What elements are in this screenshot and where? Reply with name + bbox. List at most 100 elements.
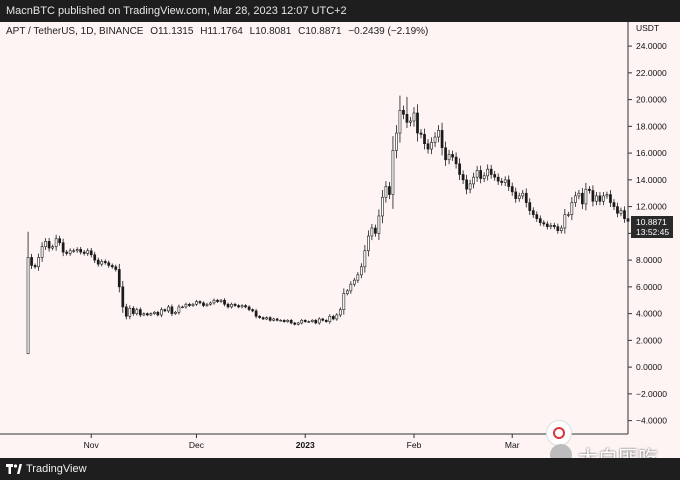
- candle-body: [598, 195, 602, 202]
- y-tick-label: 12.0000: [636, 202, 667, 212]
- candle-body: [128, 307, 132, 317]
- candle-body: [552, 225, 556, 227]
- candle-body: [514, 191, 518, 199]
- candle-body: [360, 266, 363, 276]
- candle-body: [184, 303, 188, 308]
- candle-body: [574, 195, 577, 203]
- x-tick-label: Dec: [189, 440, 205, 450]
- publish-header: MacnBTC published on TradingView.com, Ma…: [0, 0, 680, 22]
- candle-body: [517, 195, 521, 199]
- candle-body: [153, 311, 156, 314]
- candle-body: [100, 261, 104, 265]
- candle-body: [240, 305, 244, 308]
- legend-change: −0.2439 (−2.19%): [348, 26, 429, 37]
- candle-body: [44, 241, 47, 248]
- candle-body: [72, 250, 76, 252]
- candle-body: [244, 305, 247, 308]
- candle-body: [279, 319, 283, 322]
- candle-body: [145, 313, 149, 316]
- candle-body: [107, 262, 111, 266]
- candle-body: [468, 183, 472, 190]
- candle-body: [51, 246, 54, 249]
- candle-body: [61, 242, 65, 253]
- x-tick-label: Feb: [407, 440, 422, 450]
- legend-close: C10.8871: [298, 26, 342, 37]
- candle-body: [349, 283, 353, 292]
- x-axis-ticks: Nov Dec 2023 Feb Mar: [84, 434, 520, 450]
- x-tick-label: Mar: [505, 440, 520, 450]
- legend-open: O11.1315: [150, 26, 194, 37]
- candle-body: [170, 306, 174, 314]
- candle-body: [489, 168, 493, 175]
- candle-body: [195, 301, 198, 305]
- candle-body: [317, 318, 321, 324]
- candlestick-chart[interactable]: USDT 24.0000 22.0000 20.0000 18.0000 16.0000…: [0, 22, 680, 458]
- candle-body: [602, 195, 605, 202]
- candle-body: [549, 225, 553, 227]
- candle-body: [584, 188, 588, 205]
- candle-body: [370, 227, 374, 237]
- candle-body: [612, 202, 616, 207]
- candle-body: [65, 251, 69, 254]
- candle-body: [521, 192, 525, 197]
- y-tick-label: −4.0000: [636, 416, 667, 426]
- y-tick-label: 6.0000: [636, 282, 662, 292]
- candle-body: [282, 319, 286, 322]
- candle-body: [430, 142, 433, 150]
- candle-body: [209, 302, 212, 305]
- candle-body: [156, 311, 160, 316]
- candle-body: [198, 301, 202, 304]
- candle-body: [86, 250, 90, 254]
- candle-body: [440, 130, 444, 149]
- candle-body: [268, 317, 272, 321]
- y-tick-label: 4.0000: [636, 309, 662, 319]
- candle-body: [68, 250, 72, 254]
- y-tick-label: −2.0000: [636, 389, 667, 399]
- candle-body: [398, 109, 402, 134]
- candle-body: [131, 307, 135, 314]
- candle-body: [447, 154, 451, 161]
- candle-body: [188, 303, 191, 306]
- candle-body: [500, 180, 504, 183]
- candle-body: [559, 227, 563, 231]
- candle-body: [412, 112, 416, 122]
- candle-body: [345, 290, 349, 294]
- candles-layer: [26, 95, 630, 355]
- candle-body: [475, 170, 479, 178]
- candle-body: [444, 147, 447, 161]
- candle-body: [124, 306, 128, 317]
- candle-body: [58, 238, 61, 244]
- candle-body: [581, 192, 584, 205]
- candle-body: [591, 190, 595, 202]
- symbol-name: APT / TetherUS, 1D, BINANCE: [6, 26, 144, 37]
- candle-body: [26, 257, 30, 355]
- y-tick-label: 0.0000: [636, 362, 662, 372]
- candle-body: [486, 168, 490, 177]
- candle-body: [37, 257, 40, 268]
- candle-body: [121, 286, 125, 308]
- last-price-tag-bg: [631, 216, 673, 238]
- candle-body: [79, 249, 83, 253]
- candle-body: [40, 246, 44, 258]
- candle-body: [205, 303, 209, 306]
- candle-body: [609, 194, 612, 203]
- candle-body: [174, 311, 177, 314]
- countdown: 13:52:45: [636, 227, 669, 237]
- candle-body: [160, 309, 163, 316]
- candle-body: [619, 210, 623, 214]
- candle-body: [89, 250, 93, 256]
- candle-body: [310, 319, 314, 322]
- candle-body: [451, 154, 454, 158]
- candle-body: [54, 238, 58, 248]
- chart-area[interactable]: APT / TetherUS, 1D, BINANCE O11.1315 H11…: [0, 22, 680, 470]
- candle-body: [328, 315, 332, 322]
- candle-body: [588, 188, 591, 191]
- candle-body: [191, 303, 195, 306]
- symbol-legend: APT / TetherUS, 1D, BINANCE O11.1315 H11…: [6, 26, 432, 37]
- candle-body: [577, 192, 581, 197]
- candle-body: [433, 136, 437, 143]
- candle-body: [479, 170, 483, 179]
- candle-body: [595, 195, 598, 202]
- last-price: 10.8871: [636, 217, 667, 227]
- candle-body: [342, 293, 346, 310]
